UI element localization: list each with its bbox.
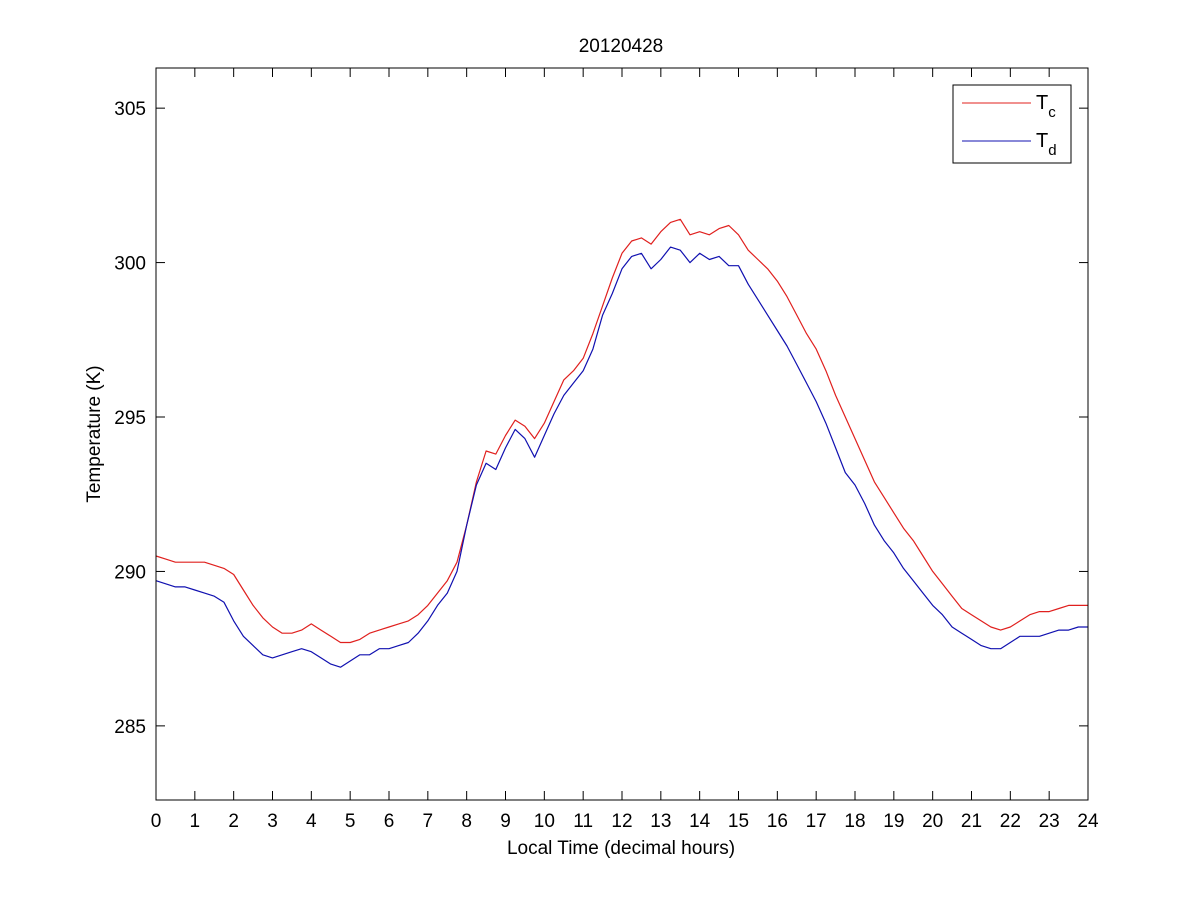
x-tick-label: 18 bbox=[844, 811, 865, 832]
series-line-td bbox=[155, 246, 1088, 668]
x-tick-label: 22 bbox=[1000, 811, 1021, 832]
y-axis: 285 290 295 300 305 bbox=[114, 99, 1088, 738]
x-axis-label: Local Time (decimal hours) bbox=[507, 838, 735, 859]
legend-entry-td: Td bbox=[962, 130, 1057, 159]
x-tick-label: 5 bbox=[345, 811, 356, 832]
x-tick-label: 11 bbox=[573, 811, 593, 832]
legend-label-tc-main: T bbox=[1036, 92, 1048, 114]
y-tick-label: 305 bbox=[114, 99, 146, 120]
x-tick-label: 9 bbox=[500, 811, 511, 832]
series-line-tc bbox=[155, 218, 1088, 644]
legend-label-td-main: T bbox=[1036, 130, 1048, 152]
x-tick-label: 19 bbox=[883, 811, 904, 832]
y-tick-label: 295 bbox=[114, 408, 146, 429]
x-tick-label: 2 bbox=[228, 811, 239, 832]
y-axis-label: Temperature (K) bbox=[84, 365, 105, 502]
plot-area bbox=[156, 68, 1088, 800]
x-tick-label: 24 bbox=[1077, 811, 1099, 832]
x-axis: 0 1 2 3 4 5 6 7 8 9 10 11 12 13 14 15 16 17 18 19 20 21 22 23 24 bbox=[151, 68, 1099, 832]
y-tick-label: 285 bbox=[114, 717, 146, 738]
x-tick-label: 23 bbox=[1039, 811, 1060, 832]
x-tick-label: 10 bbox=[534, 811, 555, 832]
x-tick-label: 12 bbox=[611, 811, 632, 832]
x-tick-label: 20 bbox=[922, 811, 943, 832]
x-tick-label: 14 bbox=[689, 811, 711, 832]
plot-lines bbox=[155, 218, 1088, 668]
x-tick-label: 1 bbox=[190, 811, 201, 832]
x-tick-label: 4 bbox=[306, 811, 317, 832]
legend-label-td: Td bbox=[1036, 130, 1057, 159]
y-tick-label: 290 bbox=[114, 562, 146, 583]
x-tick-label: 15 bbox=[728, 811, 749, 832]
x-tick-label: 6 bbox=[384, 811, 395, 832]
x-tick-label: 3 bbox=[267, 811, 278, 832]
x-tick-label: 13 bbox=[650, 811, 671, 832]
y-tick-label: 300 bbox=[114, 254, 146, 275]
legend: Tc Td bbox=[952, 84, 1072, 164]
legend-label-td-sub: d bbox=[1048, 142, 1056, 159]
x-tick-label: 17 bbox=[806, 811, 827, 832]
x-tick-label: 16 bbox=[767, 811, 788, 832]
chart-title: 20120428 bbox=[579, 36, 664, 57]
legend-label-tc-sub: c bbox=[1048, 104, 1056, 121]
legend-box bbox=[952, 84, 1072, 164]
x-tick-label: 0 bbox=[151, 811, 162, 832]
legend-label-tc: Tc bbox=[1036, 92, 1056, 121]
x-tick-label: 8 bbox=[461, 811, 472, 832]
x-tick-label: 21 bbox=[961, 811, 982, 832]
x-tick-label: 7 bbox=[423, 811, 434, 832]
legend-entry-tc: Tc bbox=[962, 92, 1056, 121]
